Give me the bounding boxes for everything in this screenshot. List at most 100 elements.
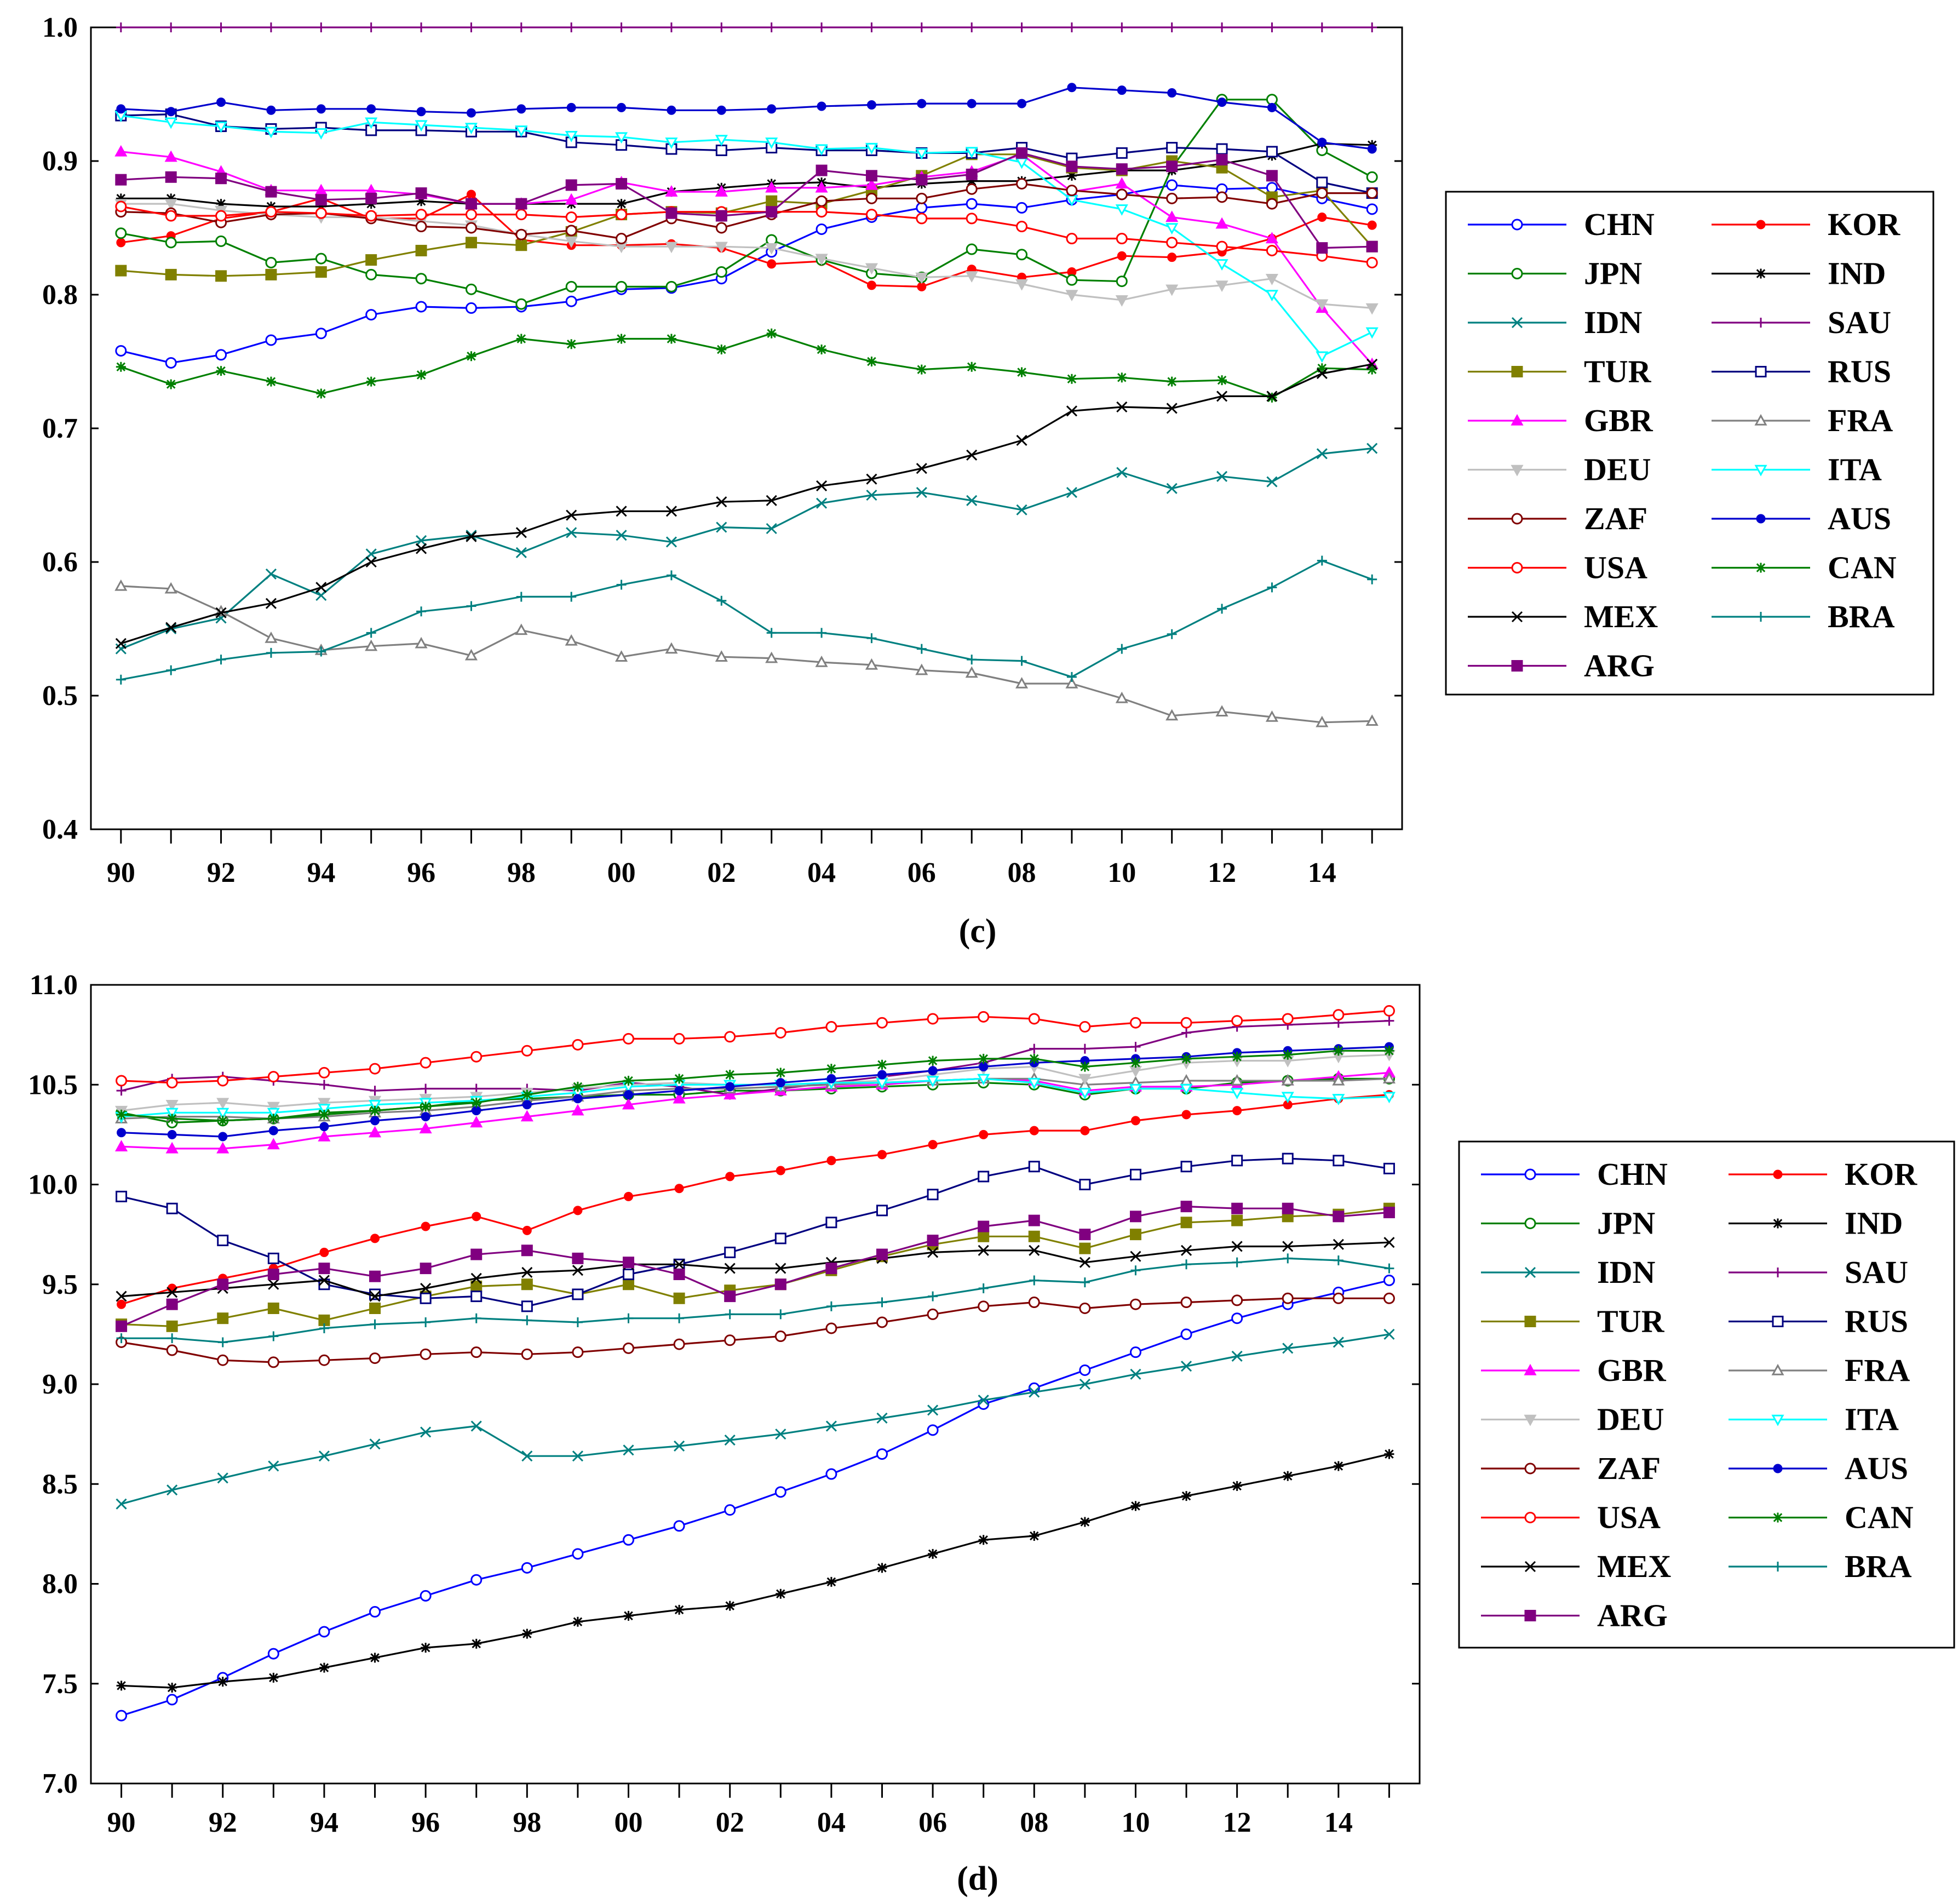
data-point — [319, 1662, 329, 1673]
panel-caption: (d) — [957, 1860, 998, 1897]
data-point — [164, 199, 177, 211]
data-point — [765, 651, 778, 663]
data-point — [1366, 240, 1378, 253]
data-point — [1066, 405, 1077, 417]
data-point — [1066, 233, 1078, 245]
data-point — [1167, 376, 1177, 387]
data-point — [215, 235, 227, 247]
data-point — [516, 334, 526, 344]
data-point — [215, 121, 228, 133]
data-point — [315, 266, 327, 278]
data-point — [421, 1112, 430, 1122]
data-point — [1266, 198, 1278, 210]
data-point — [766, 206, 778, 218]
data-point — [167, 1683, 177, 1693]
data-point — [1215, 259, 1228, 271]
data-point — [522, 1100, 532, 1110]
data-point — [365, 117, 378, 129]
legend-marker — [1524, 1168, 1536, 1180]
series-line — [120, 448, 1373, 650]
data-point — [216, 199, 226, 209]
data-point — [724, 1291, 736, 1303]
legend-label: GBR — [1584, 403, 1653, 438]
data-point — [966, 183, 978, 195]
data-point — [1383, 1274, 1395, 1286]
data-point — [725, 1070, 735, 1080]
data-point — [116, 1086, 127, 1096]
legend-label: JPN — [1597, 1206, 1655, 1241]
legend-label: AUS — [1828, 501, 1891, 536]
legend-label: USA — [1597, 1500, 1661, 1535]
data-point — [617, 102, 627, 112]
data-point — [1333, 1238, 1344, 1250]
data-point — [365, 210, 377, 222]
data-point — [724, 1334, 736, 1346]
series-chn — [116, 1274, 1395, 1722]
series-line — [121, 1071, 1389, 1150]
data-point — [915, 148, 928, 160]
data-point — [724, 1434, 736, 1446]
data-point — [673, 1092, 686, 1104]
data-point — [1216, 391, 1228, 402]
data-point — [116, 193, 126, 204]
data-point — [116, 362, 126, 372]
legend-item-kor: KOR — [1712, 207, 1900, 242]
data-point — [115, 174, 127, 186]
data-point — [1283, 1253, 1293, 1264]
data-point — [266, 647, 276, 658]
data-point — [774, 1232, 786, 1245]
series-line — [121, 1453, 1389, 1689]
data-point — [666, 22, 676, 32]
data-point — [315, 207, 327, 219]
legend-label: FRA — [1845, 1352, 1910, 1388]
data-point — [825, 1420, 837, 1432]
data-point — [515, 298, 527, 310]
data-point — [318, 1263, 330, 1275]
data-point — [419, 1122, 432, 1134]
data-point — [215, 607, 227, 618]
data-point — [1232, 1052, 1242, 1062]
data-point — [1166, 192, 1178, 204]
data-point — [1065, 676, 1078, 689]
data-point — [365, 548, 377, 560]
plot-frame — [90, 26, 1403, 830]
data-point — [1367, 574, 1377, 584]
data-point — [616, 280, 628, 293]
data-point — [465, 302, 477, 314]
data-point — [471, 1098, 481, 1108]
x-tick-label: 08 — [1020, 1807, 1048, 1838]
legend-item-deu: DEU — [1468, 452, 1651, 488]
data-point — [1067, 83, 1077, 93]
data-point — [916, 192, 928, 204]
x-tick-label: 92 — [207, 857, 236, 888]
data-point — [572, 1288, 584, 1300]
series-line — [120, 363, 1373, 645]
data-point — [673, 1269, 685, 1281]
data-point — [115, 638, 127, 649]
data-point — [516, 592, 526, 602]
legend-marker — [1754, 464, 1767, 477]
series-line — [121, 1050, 1389, 1122]
legend-marker — [1756, 514, 1766, 524]
data-point — [265, 268, 277, 280]
data-point — [1079, 1179, 1091, 1190]
data-point — [776, 1588, 786, 1599]
data-point — [315, 253, 327, 265]
legend-label: SAU — [1828, 305, 1891, 340]
data-point — [776, 1309, 786, 1320]
data-point — [927, 1013, 939, 1025]
legend-item-rus: RUS — [1729, 1304, 1908, 1339]
data-point — [1216, 471, 1228, 482]
data-point — [1384, 1263, 1394, 1274]
data-point — [165, 623, 177, 635]
data-point — [1365, 303, 1379, 315]
legend-item-deu: DEU — [1481, 1402, 1664, 1437]
legend: CHN KOR JPN IND IDN SAU TUR RUS GBR FRA DEU ITA ZAF A… — [1445, 191, 1934, 696]
data-point — [1166, 483, 1178, 494]
data-point — [420, 1590, 432, 1602]
legend-item-bra: BRA — [1729, 1549, 1912, 1584]
legend-item-fra: FRA — [1729, 1352, 1910, 1388]
x-tick-label: 12 — [1208, 857, 1236, 888]
data-point — [616, 22, 627, 32]
